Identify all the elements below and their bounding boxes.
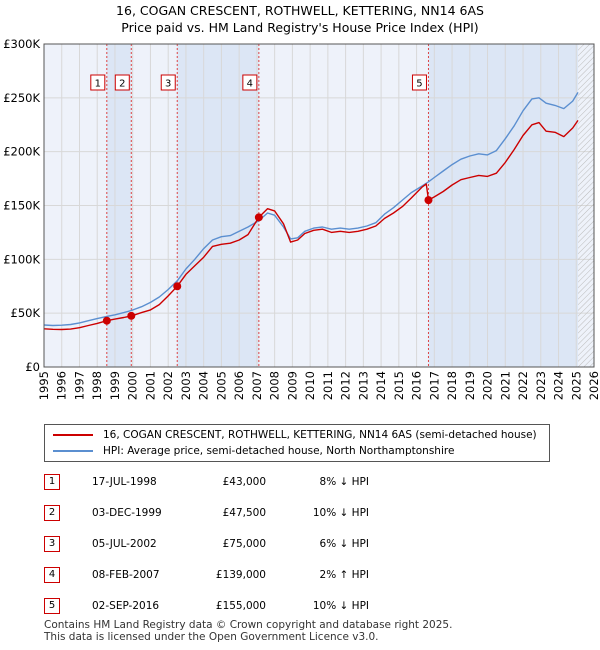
footer-licence: This data is licensed under the Open Gov… <box>44 631 379 643</box>
x-tick-label: 2006 <box>232 371 246 400</box>
sale-point <box>424 196 433 205</box>
sale-marker-box <box>411 74 427 91</box>
sale-marker-box <box>114 74 130 91</box>
sale-number-badge: 1 <box>44 474 60 490</box>
y-tick-label: £250K <box>3 91 40 105</box>
table-row: 1 17-JUL-1998 £43,000 8% ↓ HPI <box>44 472 464 492</box>
y-tick-label: £100K <box>3 252 40 266</box>
x-tick-label: 2013 <box>356 371 370 400</box>
x-tick-label: 2002 <box>161 371 175 400</box>
x-tick-label: 2022 <box>516 371 530 400</box>
x-tick-label: 2011 <box>321 371 335 400</box>
chart-title-line-1: 16, COGAN CRESCENT, ROTHWELL, KETTERING,… <box>116 3 484 18</box>
series-line <box>43 92 579 327</box>
x-tick-label: 2000 <box>126 371 140 400</box>
y-tick-label: £150K <box>3 199 40 213</box>
x-tick-label: 2008 <box>268 371 282 400</box>
chart-title: 16, COGAN CRESCENT, ROTHWELL, KETTERING,… <box>0 2 600 36</box>
x-tick-label: 2023 <box>534 371 548 400</box>
chart-title-line-2: Price paid vs. HM Land Registry's House … <box>121 20 479 35</box>
sale-point <box>102 316 111 325</box>
sale-marker-label: 3 <box>165 79 171 90</box>
sale-number-badge: 5 <box>44 598 60 614</box>
legend-swatch-hpi <box>53 450 93 452</box>
x-tick-label: 2005 <box>214 371 228 400</box>
sale-marker-label: 1 <box>95 79 101 90</box>
x-tick-label: 2014 <box>374 371 388 400</box>
x-tick-label: 1999 <box>108 371 122 400</box>
x-tick-label: 2004 <box>197 371 211 400</box>
x-tick-label: 2021 <box>498 371 512 400</box>
x-tick-label: 2010 <box>303 371 317 400</box>
x-tick-label: 2007 <box>250 371 264 400</box>
x-tick-label: 2018 <box>445 371 459 400</box>
x-tick-label: 2020 <box>481 371 495 400</box>
sale-point <box>254 213 263 222</box>
sale-hpi-delta: 2% ↑ HPI <box>319 569 369 581</box>
x-tick-label: 2019 <box>463 371 477 400</box>
footer: Contains HM Land Registry data © Crown c… <box>44 619 452 643</box>
sale-price: £155,000 <box>215 600 266 612</box>
x-tick-label: 1997 <box>72 371 86 400</box>
sale-marker-box <box>90 74 106 91</box>
x-tick-label: 1995 <box>37 371 51 400</box>
legend: 16, COGAN CRESCENT, ROTHWELL, KETTERING,… <box>44 424 550 462</box>
sale-number-badge: 2 <box>44 505 60 521</box>
x-tick-label: 2015 <box>392 371 406 400</box>
sale-date: 17-JUL-1998 <box>92 476 157 488</box>
sale-hpi-delta: 10% ↓ HPI <box>312 600 369 612</box>
table-row: 3 05-JUL-2002 £75,000 6% ↓ HPI <box>44 534 464 554</box>
sale-number-badge: 4 <box>44 567 60 583</box>
sale-point <box>127 311 136 320</box>
sale-date: 02-SEP-2016 <box>92 600 160 612</box>
sale-hpi-delta: 10% ↓ HPI <box>312 507 369 519</box>
sale-hpi-delta: 6% ↓ HPI <box>319 538 369 550</box>
x-tick-label: 2024 <box>552 371 566 400</box>
plot-frame <box>43 43 595 368</box>
forecast-hatch <box>578 44 594 367</box>
sale-marker-box <box>242 74 258 91</box>
x-tick-label: 2017 <box>427 371 441 400</box>
legend-swatch-property <box>53 434 93 436</box>
x-tick-label: 1998 <box>90 371 104 400</box>
sale-marker-label: 5 <box>416 79 422 90</box>
legend-label-hpi: HPI: Average price, semi-detached house,… <box>103 445 455 457</box>
sale-price: £43,000 <box>222 476 266 488</box>
x-tick-label: 2012 <box>339 371 353 400</box>
sale-number-badge: 3 <box>44 536 60 552</box>
legend-item-property: 16, COGAN CRESCENT, ROTHWELL, KETTERING,… <box>53 427 537 443</box>
sale-price: £75,000 <box>222 538 266 550</box>
sale-marker-label: 2 <box>119 79 125 90</box>
table-row: 5 02-SEP-2016 £155,000 10% ↓ HPI <box>44 596 464 616</box>
sale-price: £139,000 <box>215 569 266 581</box>
y-tick-label: £0 <box>25 360 40 374</box>
table-row: 2 03-DEC-1999 £47,500 10% ↓ HPI <box>44 503 464 523</box>
x-tick-label: 2009 <box>285 371 299 400</box>
sale-date: 03-DEC-1999 <box>92 507 162 519</box>
footer-copyright: Contains HM Land Registry data © Crown c… <box>44 619 453 631</box>
sale-hpi-delta: 8% ↓ HPI <box>319 476 369 488</box>
sale-marker-label: 4 <box>247 79 253 90</box>
x-tick-label: 2016 <box>410 371 424 400</box>
series-line <box>43 119 579 331</box>
sale-marker-box <box>160 74 176 91</box>
x-tick-label: 1996 <box>55 371 69 400</box>
table-row: 4 08-FEB-2007 £139,000 2% ↑ HPI <box>44 565 464 585</box>
sale-point <box>173 282 182 291</box>
y-tick-label: £50K <box>11 306 41 320</box>
x-tick-label: 2025 <box>569 371 583 400</box>
x-tick-label: 2003 <box>179 371 193 400</box>
sale-date: 08-FEB-2007 <box>92 569 160 581</box>
legend-item-hpi: HPI: Average price, semi-detached house,… <box>53 443 454 459</box>
legend-label-property: 16, COGAN CRESCENT, ROTHWELL, KETTERING,… <box>103 429 537 441</box>
x-tick-label: 2026 <box>587 371 600 400</box>
sale-price: £47,500 <box>222 507 266 519</box>
x-tick-label: 2001 <box>143 371 157 400</box>
y-tick-label: £200K <box>3 145 40 159</box>
y-tick-label: £300K <box>3 37 40 51</box>
sale-date: 05-JUL-2002 <box>92 538 157 550</box>
